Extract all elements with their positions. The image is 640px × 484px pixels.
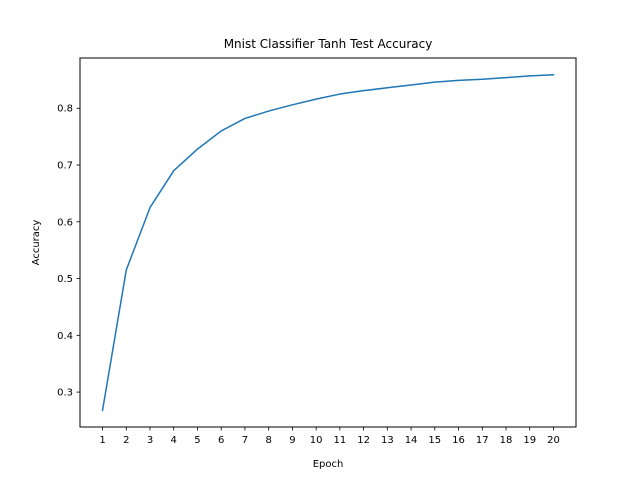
x-tick-label: 10 [310, 435, 323, 446]
y-tick-label: 0.8 [57, 104, 73, 115]
series-line [101, 73, 555, 412]
y-axis-ticks: 0.3 0.4 0.5 0.6 0.7 0.8 [57, 104, 80, 399]
x-tick-label: 3 [147, 435, 153, 446]
x-tick-label: 5 [194, 435, 200, 446]
x-tick-label: 20 [547, 435, 560, 446]
x-tick-label: 6 [218, 435, 224, 446]
x-tick-label: 13 [381, 435, 394, 446]
plot-area [101, 73, 555, 412]
y-axis-label: Accuracy [31, 220, 42, 266]
axes-frame [79, 57, 577, 428]
y-tick-label: 0.4 [57, 331, 73, 342]
y-tick-label: 0.7 [57, 161, 73, 172]
chart-title: Mnist Classifier Tanh Test Accuracy [224, 37, 433, 51]
x-tick-label: 7 [242, 435, 248, 446]
x-tick-label: 2 [123, 435, 129, 446]
y-tick-label: 0.6 [57, 217, 73, 228]
x-tick-label: 16 [452, 435, 465, 446]
y-tick-label: 0.5 [57, 274, 73, 285]
x-tick-label: 1 [99, 435, 105, 446]
x-tick-label: 8 [265, 435, 271, 446]
x-tick-label: 15 [428, 435, 441, 446]
x-tick-label: 9 [289, 435, 295, 446]
x-tick-label: 14 [405, 435, 418, 446]
y-tick-label: 0.3 [57, 388, 73, 399]
x-axis-ticks: 1 2 3 4 5 6 7 8 9 10 11 12 13 14 15 16 17 18 19 20 [99, 427, 560, 446]
x-tick-label: 18 [500, 435, 513, 446]
x-tick-label: 19 [523, 435, 536, 446]
x-tick-label: 4 [171, 435, 177, 446]
x-tick-label: 11 [333, 435, 346, 446]
x-axis-label: Epoch [313, 459, 344, 470]
x-tick-label: 12 [357, 435, 370, 446]
x-tick-label: 17 [476, 435, 489, 446]
